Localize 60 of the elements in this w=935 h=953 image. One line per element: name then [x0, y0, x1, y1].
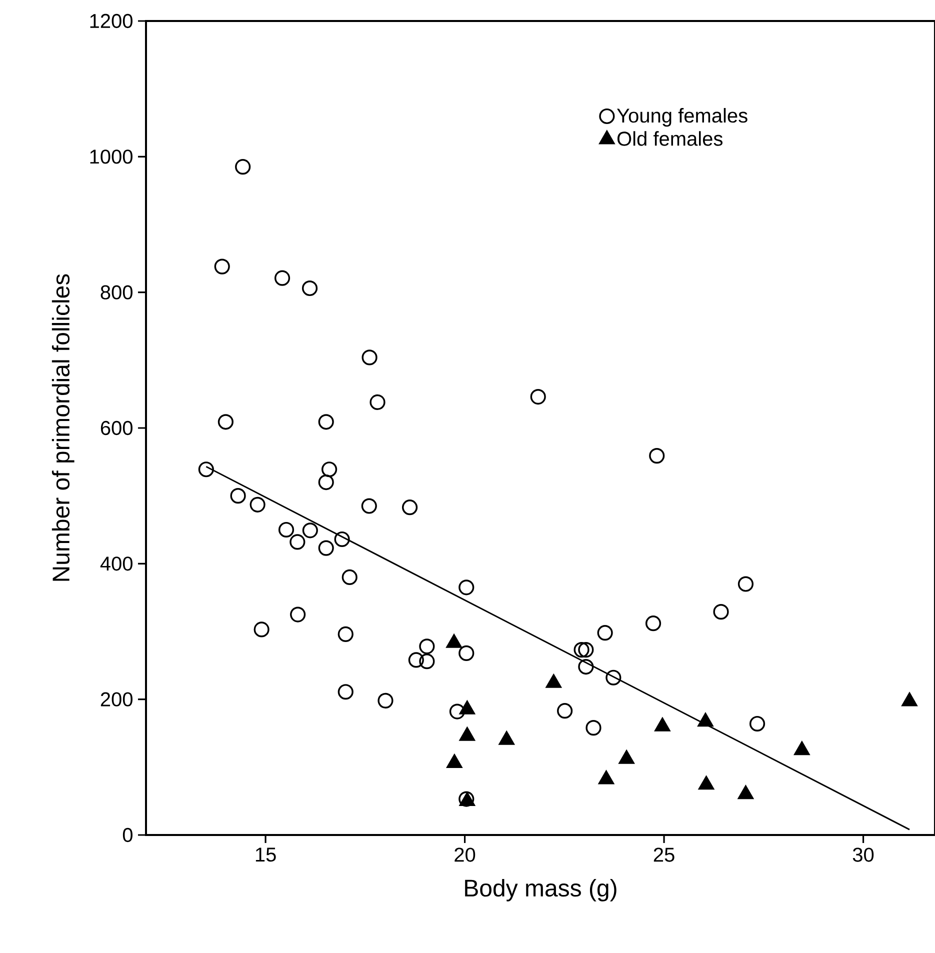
point	[419, 638, 435, 654]
legend-label: Young females	[616, 108, 748, 127]
point	[597, 625, 613, 641]
point	[370, 394, 386, 410]
point	[458, 580, 474, 596]
point	[318, 474, 334, 490]
point	[250, 496, 266, 512]
point	[235, 159, 251, 175]
point	[361, 498, 377, 514]
y-tick-label: 1200	[90, 14, 132, 28]
point	[738, 576, 754, 592]
point	[302, 280, 318, 296]
legend-label: Old females	[617, 131, 722, 146]
x-tick-label: 30	[852, 848, 874, 862]
point	[278, 522, 294, 538]
point	[749, 716, 766, 732]
y-tick-label: 1000	[90, 150, 132, 164]
point	[254, 622, 270, 638]
point	[578, 658, 594, 675]
point	[578, 642, 594, 658]
y-tick-label: 800	[100, 285, 132, 300]
point	[378, 692, 394, 708]
point	[338, 684, 354, 700]
point	[274, 270, 290, 286]
point	[318, 414, 334, 430]
point	[214, 258, 230, 274]
point	[408, 652, 424, 668]
point	[334, 531, 350, 548]
y-tick-label: 600	[100, 420, 132, 436]
point	[530, 388, 546, 405]
point	[606, 670, 622, 686]
point	[557, 703, 573, 719]
point	[218, 414, 234, 430]
point	[338, 626, 354, 642]
x-axis-title: Body mass (g)	[465, 879, 616, 902]
point	[302, 522, 318, 538]
point	[230, 488, 246, 504]
point	[402, 500, 418, 516]
y-tick-label: 400	[100, 556, 132, 571]
point	[645, 616, 662, 632]
point	[321, 462, 338, 478]
point	[586, 720, 602, 736]
point	[290, 606, 306, 622]
point	[649, 448, 665, 464]
point	[362, 350, 378, 366]
point	[342, 569, 358, 586]
point	[419, 654, 435, 670]
y-tick-label: 0	[122, 828, 132, 842]
point	[290, 534, 306, 550]
x-tick-label: 25	[654, 848, 674, 862]
point	[458, 645, 474, 662]
point	[713, 604, 729, 620]
x-tick-label: 15	[256, 848, 276, 862]
y-tick-label: 200	[100, 692, 132, 706]
x-tick-label: 20	[454, 848, 476, 862]
point	[198, 462, 214, 478]
point	[318, 540, 334, 556]
point	[574, 642, 590, 658]
point	[449, 704, 466, 720]
y-axis-title: Number of primordial follicles	[52, 274, 74, 581]
